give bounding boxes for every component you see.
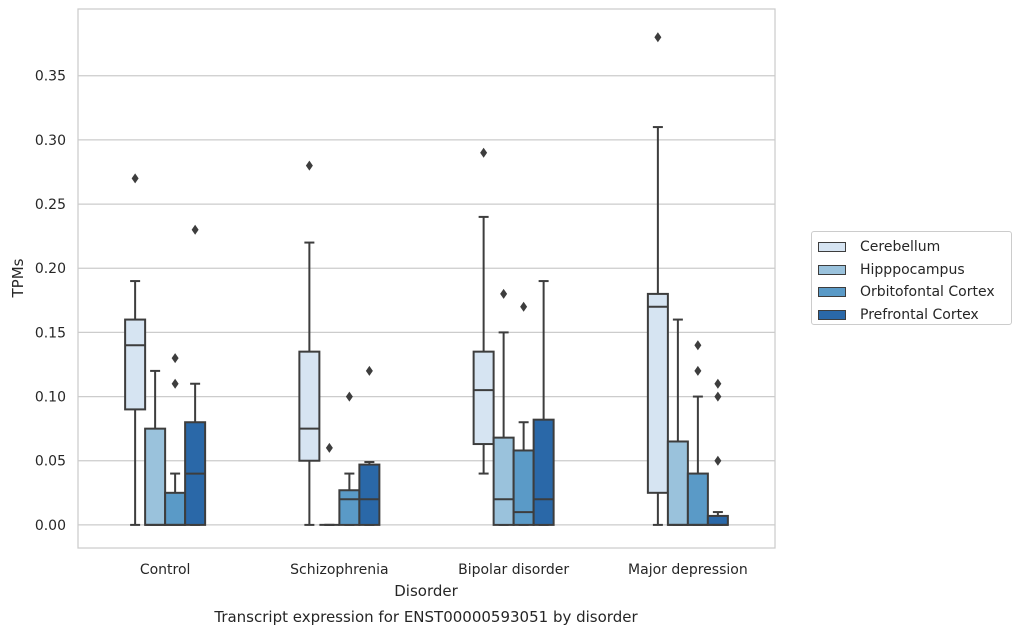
box-control-cerebellum [124,173,147,526]
legend-label-cerebellum: Cerebellum [860,239,941,256]
box-major-depression-orbitofontal-cortex [686,340,709,526]
outlier-point [345,391,353,402]
legend-item-prefrontal-cortex: Prefrontal Cortex [818,304,1011,327]
box-bipolar-disorder-hipppocampus [492,288,515,526]
outlier-point [325,442,333,453]
outlier-point [694,340,702,351]
outlier-point [305,160,313,171]
outlier-point [714,455,722,466]
box-body [164,491,187,526]
box-body [646,292,669,494]
plot-frame [77,8,776,549]
outlier-point [694,365,702,376]
box-body [144,427,167,526]
y-tick-label: 0.10 [35,390,66,406]
y-tick-label: 0.15 [35,325,66,341]
outlier-point [191,224,199,235]
outlier-point [520,301,528,312]
legend-swatch-orbitofrontal-cortex [818,287,846,298]
legend-swatch-cerebellum [818,242,846,253]
box-major-depression-cerebellum [646,32,669,526]
box-body [666,440,689,526]
y-tick-label: 0.00 [35,518,66,534]
box-body [492,436,515,526]
box-body [686,472,709,526]
legend-label-hippocampus: Hipppocampus [860,261,965,278]
outlier-point [171,353,179,364]
box-bipolar-disorder-cerebellum [472,147,495,475]
box-control-hipppocampus [144,369,167,526]
box-body [338,489,361,526]
box-schizophrenia-cerebellum [298,160,321,526]
y-tick-label: 0.35 [35,69,66,85]
legend-swatch-prefrontal-cortex [818,309,846,320]
legend-item-hippocampus: Hipppocampus [818,259,1011,282]
legend-label-orbitofrontal-cortex: Orbitofontal Cortex [860,284,995,301]
outlier-point [654,32,662,43]
y-tick-labels: 0.00 0.05 0.10 0.15 0.20 0.25 0.30 0.35 [35,69,66,534]
box-major-depression-hipppocampus [666,318,689,526]
legend-item-orbitofrontal-cortex: Orbitofontal Cortex [818,281,1011,304]
box-body [298,350,321,462]
y-tick-label: 0.05 [35,454,66,470]
x-axis-title: Disorder [394,582,458,600]
x-tick-label: Major depression [628,562,748,578]
chart-title: Transcript expression for ENST0000059305… [213,608,638,626]
outlier-point [131,173,139,184]
boxes [124,32,729,526]
box-schizophrenia-hipppocampus [319,442,340,526]
y-tick-label: 0.25 [35,197,66,213]
x-tick-labels: Control Schizophrenia Bipolar disorder Majo… [140,562,748,578]
outlier-point [500,288,508,299]
box-control-orbitofontal-cortex [164,353,187,526]
box-body [532,418,555,526]
legend-item-cerebellum: Cerebellum [818,236,1011,259]
legend: Cerebellum Hipppocampus Orbitofontal Cor… [811,231,1012,325]
box-bipolar-disorder-prefrontal-cortex [532,280,555,526]
box-control-prefrontal-cortex [184,224,207,526]
box-body [472,350,495,446]
x-tick-label: Schizophrenia [290,562,388,578]
box-body [706,514,729,526]
outlier-point [714,391,722,402]
box-body [358,463,381,526]
outlier-point [480,147,488,158]
box-body [512,449,535,526]
y-axis-title: TPMs [9,258,27,298]
x-tick-label: Control [140,562,191,578]
legend-swatch-hippocampus [818,264,846,275]
box-major-depression-prefrontal-cortex [706,378,729,526]
outlier-point [365,365,373,376]
box-schizophrenia-prefrontal-cortex [358,365,381,526]
outlier-point [714,378,722,389]
outlier-point [171,378,179,389]
box-bipolar-disorder-orbitofontal-cortex [512,301,535,526]
x-tick-label: Bipolar disorder [458,562,569,578]
y-tick-label: 0.30 [35,133,66,149]
legend-label-prefrontal-cortex: Prefrontal Cortex [860,306,979,323]
box-body [124,318,147,411]
y-tick-label: 0.20 [35,261,66,277]
